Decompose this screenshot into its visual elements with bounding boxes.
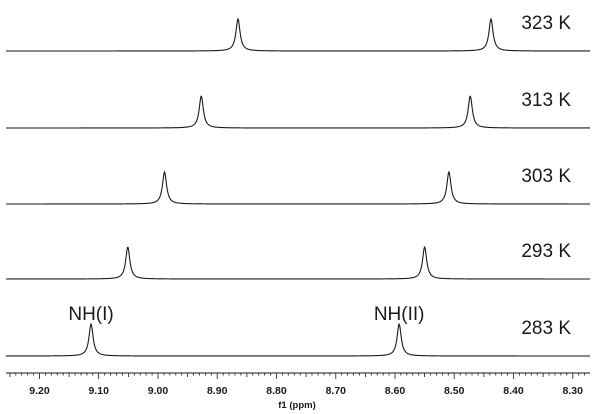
spectrum-trace	[6, 95, 590, 129]
series-label: 313 K	[521, 90, 571, 111]
x-tick-label: 8.70	[326, 385, 347, 397]
x-tick-label: 8.50	[444, 385, 465, 397]
series-label: 303 K	[521, 166, 571, 187]
x-tick-label: 8.40	[503, 385, 524, 397]
x-tick-label: 9.00	[148, 385, 169, 397]
x-tick-label: 8.80	[266, 385, 287, 397]
spectrum-trace	[6, 245, 590, 280]
x-tick-label: 8.30	[562, 385, 583, 397]
peak-annotation-label: NH(I)	[68, 304, 113, 325]
series-label: 283 K	[521, 318, 571, 339]
x-tick-label: 9.10	[88, 385, 109, 397]
x-tick-label: 9.20	[29, 385, 50, 397]
spectrum-trace	[6, 170, 590, 205]
x-tick-label: 8.60	[385, 385, 406, 397]
peak-annotation-label: NH(II)	[374, 304, 425, 325]
spectrum-trace	[6, 322, 590, 357]
x-axis-tick-labels: 9.20 9.10 9.00 8.90 8.80 8.70 8.60 8.50 8.40 8.30…	[29, 385, 583, 397]
spectra-traces	[6, 17, 590, 357]
peak-annotations: NH(I) NH(II)	[68, 304, 424, 325]
spectrum-trace	[6, 17, 590, 52]
temperature-labels: 323 K 313 K 303 K 293 K 283 K	[521, 13, 571, 339]
series-label: 323 K	[521, 13, 571, 34]
x-axis: 9.20 9.10 9.00 8.90 8.80 8.70 8.60 8.50 8.40 8.30…	[6, 372, 590, 411]
series-label: 293 K	[521, 241, 571, 262]
x-axis-ticks	[9, 373, 585, 379]
x-axis-title: f1 (ppm)	[278, 400, 315, 411]
x-tick-label: 8.90	[207, 385, 228, 397]
